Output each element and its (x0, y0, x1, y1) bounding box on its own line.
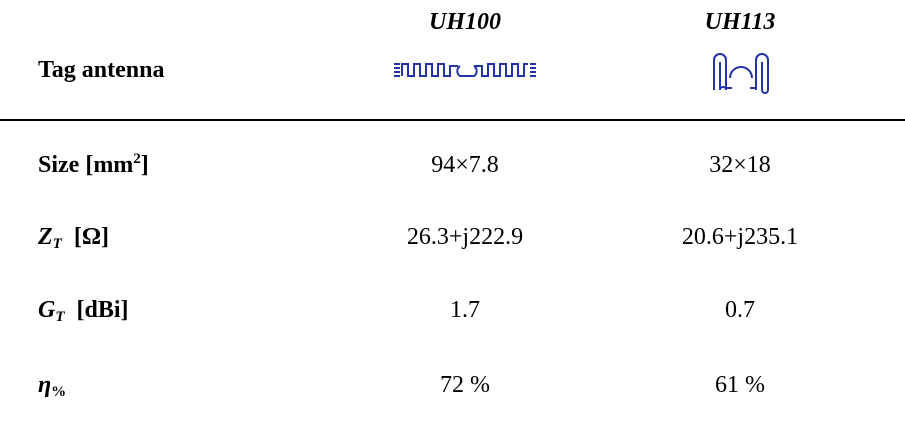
label-sub: % (51, 384, 67, 400)
label-text: ] (140, 152, 149, 178)
row-label: η% (38, 371, 67, 400)
row-label: ZT [Ω] (38, 223, 110, 252)
header-label: Tag antenna (38, 57, 165, 83)
row-label: Size [mm2] (38, 151, 149, 179)
label-text: [dBi] (76, 297, 129, 323)
label-sup: 2 (133, 151, 141, 167)
label-text: Size [mm (38, 152, 134, 178)
cell: 1.7 (450, 297, 480, 323)
label-sub: T (52, 236, 62, 252)
uh113-antenna-icon (713, 53, 769, 94)
cell: 72 % (440, 372, 490, 398)
header-uh100: UH100 (429, 9, 501, 35)
cell: 26.3+j222.9 (406, 224, 524, 250)
header-rule (0, 119, 905, 121)
label-text: η (38, 372, 52, 398)
cell: 61 % (715, 372, 765, 398)
label-text: Z (38, 224, 53, 250)
label-text: G (38, 297, 56, 323)
label-text: [Ω] (73, 224, 110, 250)
uh100-antenna-icon (394, 63, 536, 77)
cell: 94×7.8 (431, 152, 499, 178)
cell: 0.7 (725, 297, 755, 323)
header-uh113: UH113 (704, 9, 776, 35)
label-sub: T (55, 309, 65, 325)
cell: 32×18 (709, 152, 771, 178)
row-label: GT [dBi] (38, 296, 129, 325)
cell: 20.6+j235.1 (681, 224, 799, 250)
